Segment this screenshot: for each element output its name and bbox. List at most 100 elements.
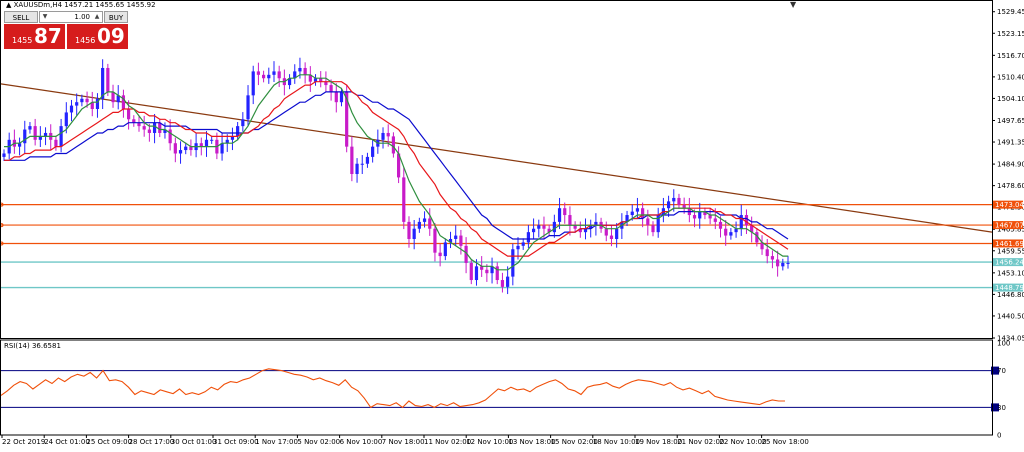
x-tick-label: 6 Nov 10:00 — [340, 438, 383, 446]
x-tick-label: 12 Nov 10:00 — [466, 438, 513, 446]
candle-body — [594, 221, 598, 226]
y-tick-label: 1465.85 — [997, 226, 1024, 234]
x-tick-label: 21 Nov 02:00 — [677, 438, 724, 446]
candle-body — [204, 139, 209, 147]
candle-body — [729, 232, 733, 236]
candle-body — [28, 126, 32, 130]
level-anchor-icon — [0, 202, 4, 207]
candle-body — [287, 78, 292, 86]
candle-body — [438, 252, 442, 257]
candle-body — [178, 150, 183, 154]
rsi-y-tick-label: 0 — [997, 432, 1001, 440]
candle-body — [308, 74, 312, 82]
rsi-line — [0, 368, 785, 409]
candle-body — [95, 98, 100, 110]
candle-body — [158, 122, 162, 133]
candle-body — [267, 74, 271, 79]
candle-body — [355, 163, 359, 175]
x-tick-label: 22 Nov 10:00 — [719, 438, 766, 446]
candle-body — [547, 228, 551, 233]
candle-body — [38, 136, 42, 140]
candle-body — [386, 132, 390, 137]
candle-body — [542, 225, 546, 229]
candle-body — [552, 221, 556, 233]
candle-body — [755, 232, 759, 243]
candle-body — [744, 215, 749, 226]
x-tick-label: 31 Oct 09:00 — [213, 438, 259, 446]
candle-body — [189, 146, 193, 151]
chart-shift-icon: ▼ — [790, 0, 797, 9]
rsi-y-tick-label: 30 — [997, 404, 1006, 412]
candle-body — [454, 235, 458, 239]
sell-price-box[interactable]: 1455 87 — [4, 24, 65, 49]
candle-body — [568, 215, 572, 226]
candle-body — [360, 163, 364, 165]
candle-body — [635, 208, 640, 212]
rsi-level-tag — [991, 403, 999, 412]
candle-body — [615, 228, 619, 239]
sell-price-pips: 87 — [34, 24, 62, 48]
buy-price-box[interactable]: 1456 09 — [67, 24, 128, 49]
candle-body — [672, 197, 676, 202]
candle-body — [760, 242, 764, 250]
candle-body — [713, 218, 717, 222]
y-tick-label: 1484.90 — [997, 161, 1024, 169]
x-tick-label: 11 Nov 02:00 — [424, 438, 471, 446]
candle-body — [781, 262, 785, 267]
one-click-trading-panel: SELL 1.00 ▼ ▲ BUY 1455 87 1456 09 — [4, 11, 128, 49]
level-anchor-icon — [0, 223, 4, 228]
candle-body — [246, 95, 250, 120]
candle-body — [417, 221, 421, 229]
candle-body — [583, 228, 588, 233]
candle-body — [776, 259, 780, 267]
candle-body — [241, 119, 245, 127]
candle-body — [677, 197, 681, 205]
candle-body — [324, 81, 328, 86]
lot-size-input[interactable]: 1.00 — [39, 11, 103, 23]
candle-body — [750, 225, 754, 233]
candle-body — [516, 245, 520, 250]
candle-body — [630, 211, 634, 216]
candle-body — [293, 71, 297, 79]
candle-body — [147, 129, 151, 133]
candle-body — [121, 95, 126, 110]
buy-button[interactable]: BUY — [104, 11, 128, 23]
candle-body — [371, 146, 375, 157]
candle-body — [609, 235, 614, 239]
y-tick-label: 1440.50 — [997, 312, 1024, 320]
candle-body — [339, 91, 344, 103]
candle-body — [2, 153, 6, 157]
main-plot-frame — [0, 0, 993, 339]
level-anchor-icon — [0, 241, 4, 246]
candle-body — [698, 211, 702, 219]
candle-body — [443, 242, 447, 257]
candle-body — [101, 67, 105, 99]
candle-body — [625, 215, 629, 222]
x-tick-label: 19 Nov 18:00 — [635, 438, 682, 446]
candle-body — [381, 132, 385, 140]
candle-body — [210, 139, 214, 141]
lot-increase-icon[interactable]: ▲ — [94, 13, 100, 20]
candle-body — [506, 276, 510, 287]
x-tick-label: 5 Nov 02:00 — [297, 438, 340, 446]
candle-body — [127, 109, 131, 120]
candle-body — [33, 126, 37, 140]
candle-body — [262, 74, 266, 79]
candle-body — [256, 71, 261, 75]
candle-body — [412, 228, 416, 239]
sell-button[interactable]: SELL — [4, 11, 38, 23]
candle-body — [433, 228, 437, 253]
lot-decrease-icon[interactable]: ▼ — [42, 13, 48, 20]
x-tick-label: 28 Oct 17:00 — [129, 438, 175, 446]
rsi-title: RSI(14) 36.6581 — [4, 342, 61, 350]
candle-body — [142, 126, 146, 130]
candle-body — [641, 208, 645, 219]
candle-body — [199, 143, 203, 147]
x-tick-label: 1 Nov 17:00 — [255, 438, 298, 446]
candle-body — [474, 266, 479, 281]
candle-body — [521, 242, 525, 246]
candle-body — [54, 139, 58, 147]
buy-price-prefix: 1456 — [75, 36, 96, 45]
